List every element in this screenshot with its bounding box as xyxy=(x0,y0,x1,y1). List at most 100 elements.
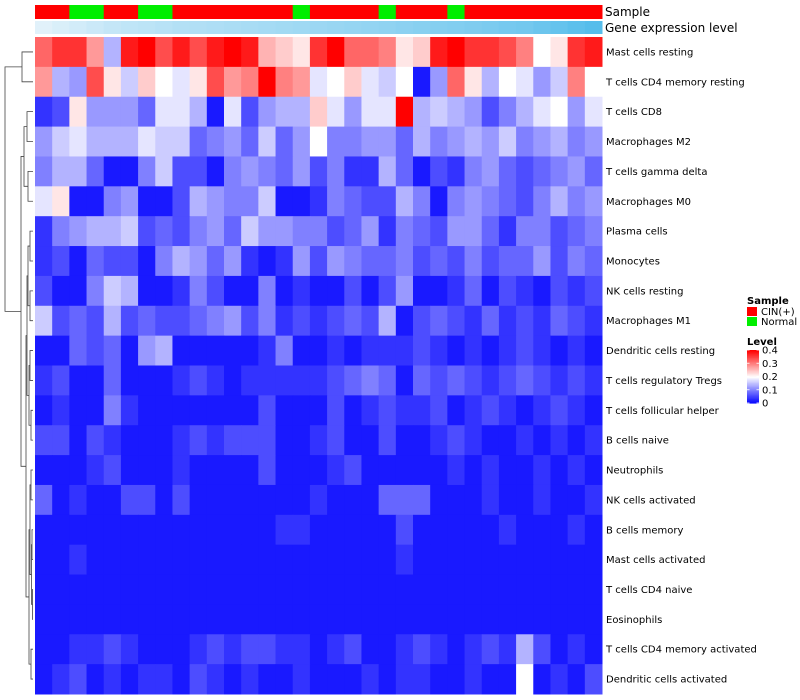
heatmap-cell xyxy=(155,544,173,576)
sample-annotation-cell xyxy=(533,5,551,19)
heatmap-cell xyxy=(447,305,466,337)
heatmap-cell xyxy=(258,216,277,247)
heatmap-cell xyxy=(120,484,139,516)
heatmap-cell xyxy=(52,514,70,546)
heatmap-cell xyxy=(550,126,569,157)
heatmap-cell xyxy=(481,96,500,128)
heatmap-cell xyxy=(361,634,380,665)
heatmap-cell xyxy=(172,156,191,187)
heatmap-cell xyxy=(258,246,277,277)
heatmap-cell xyxy=(567,275,586,307)
heatmap-cell xyxy=(309,156,328,187)
heatmap-cell xyxy=(275,156,294,187)
heatmap-cell xyxy=(413,604,431,635)
legend-tick-label: 0.2 xyxy=(762,372,778,383)
heatmap-cell xyxy=(189,544,208,576)
heatmap-cell xyxy=(189,664,208,695)
heatmap-cell xyxy=(395,305,414,337)
heatmap-cell xyxy=(447,514,466,546)
legend-colorbar-step xyxy=(747,401,759,404)
heatmap-cell xyxy=(481,275,500,307)
heatmap-cell xyxy=(103,126,122,157)
heatmap-cell xyxy=(172,305,191,337)
heatmap-cell xyxy=(35,425,53,456)
heatmap-cell xyxy=(498,156,517,187)
heatmap-cell xyxy=(172,664,191,695)
heatmap-cell xyxy=(275,305,294,337)
heatmap-cell xyxy=(309,455,328,486)
heatmap-cell xyxy=(498,37,517,68)
heatmap-cell xyxy=(35,544,53,576)
heatmap-cell xyxy=(430,216,448,247)
heatmap-cell xyxy=(206,96,225,128)
heatmap-cell xyxy=(155,156,173,187)
heatmap-cell xyxy=(395,216,414,247)
heatmap-cell xyxy=(86,96,105,128)
heatmap-cell xyxy=(481,484,500,516)
heatmap-cell xyxy=(309,335,328,366)
heatmap-cell xyxy=(481,305,500,337)
heatmap-cell xyxy=(516,335,534,366)
heatmap-cell xyxy=(206,604,225,635)
expression-annotation-cell xyxy=(224,21,242,34)
heatmap-cell xyxy=(430,156,448,187)
heatmap-cell xyxy=(138,634,156,665)
heatmap-cell xyxy=(378,66,397,98)
heatmap-cell xyxy=(120,37,139,68)
heatmap-cell xyxy=(413,66,431,98)
heatmap-cell xyxy=(395,664,414,695)
legend-colorbar-step xyxy=(747,376,759,379)
heatmap-cell xyxy=(120,514,139,546)
heatmap-cell xyxy=(395,335,414,366)
heatmap-cell xyxy=(378,544,397,576)
heatmap-cell xyxy=(103,395,122,426)
heatmap-cell xyxy=(567,664,586,695)
heatmap-cell xyxy=(155,455,173,486)
heatmap-cell xyxy=(292,484,311,516)
legend-colorbar-step xyxy=(747,383,759,386)
heatmap-cell xyxy=(258,96,277,128)
heatmap-cell xyxy=(292,305,311,337)
heatmap-cell xyxy=(361,604,380,635)
row-label: Dendritic cells activated xyxy=(606,675,727,686)
heatmap-cell xyxy=(275,246,294,277)
heatmap-cell xyxy=(69,574,88,605)
heatmap-cell xyxy=(361,574,380,605)
heatmap-cell xyxy=(52,37,70,68)
heatmap-cell xyxy=(206,186,225,217)
sample-annotation-cell xyxy=(69,5,88,19)
heatmap-cell xyxy=(498,574,517,605)
heatmap-cell xyxy=(120,335,139,366)
heatmap-cell xyxy=(35,216,53,247)
heatmap-cell xyxy=(52,544,70,576)
sample-annotation-cell xyxy=(172,5,191,19)
heatmap-cell xyxy=(241,664,259,695)
heatmap-cell xyxy=(327,275,345,307)
legend: Sample CIN(+)Normal Level 0.4 0.3 0.2 0.1 0 xyxy=(747,296,797,410)
heatmap-cell xyxy=(516,425,534,456)
legend-colorbar-step xyxy=(747,397,759,400)
row-label: Eosinophils xyxy=(606,615,662,626)
heatmap-cell xyxy=(86,216,105,247)
dendrogram-branch xyxy=(25,335,29,598)
sample-annotation-cell xyxy=(516,5,534,19)
heatmap-cell xyxy=(258,664,277,695)
heatmap-cell xyxy=(189,37,208,68)
sample-annotation-cell xyxy=(258,5,277,19)
heatmap-cell xyxy=(584,395,603,426)
heatmap-cell xyxy=(86,484,105,516)
heatmap-cell xyxy=(172,425,191,456)
heatmap-cell xyxy=(275,66,294,98)
heatmap-cell xyxy=(361,365,380,396)
expression-annotation-cell xyxy=(172,21,191,34)
heatmap-cell xyxy=(361,484,380,516)
sample-annotation-cell xyxy=(206,5,225,19)
heatmap-cell xyxy=(498,186,517,217)
heatmap-cell xyxy=(241,425,259,456)
heatmap-cell xyxy=(378,574,397,605)
heatmap-cell xyxy=(52,66,70,98)
heatmap-cell xyxy=(395,484,414,516)
sample-annotation-cell xyxy=(327,5,345,19)
heatmap-cell xyxy=(224,574,242,605)
